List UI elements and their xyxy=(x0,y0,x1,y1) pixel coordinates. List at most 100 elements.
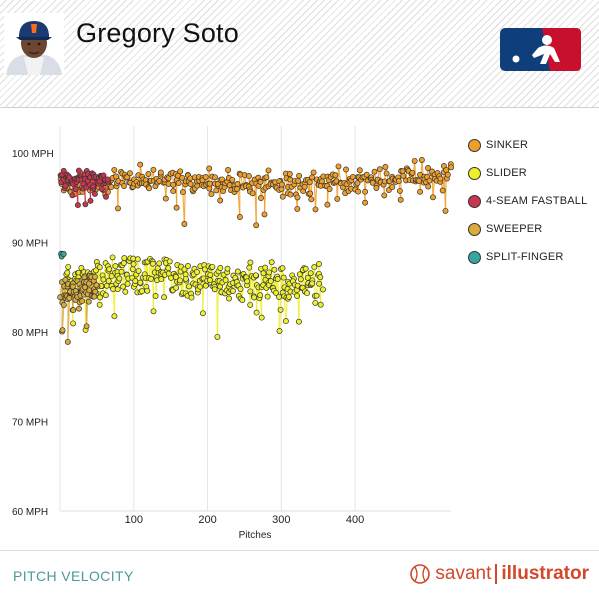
pitch-point xyxy=(145,171,152,177)
pitch-point xyxy=(295,318,302,325)
pitch-point xyxy=(273,289,279,296)
series-line-segment xyxy=(111,257,114,277)
legend-item-splitfinger[interactable]: SPLIT-FINGER xyxy=(468,243,587,271)
pitch-point xyxy=(66,295,73,302)
legend-label-slider: SLIDER xyxy=(486,167,527,179)
pitch-point xyxy=(60,251,67,257)
pitch-point xyxy=(209,263,216,270)
legend-item-fourseam[interactable]: 4-SEAM FASTBALL xyxy=(468,187,587,215)
pitch-point xyxy=(148,276,154,282)
pitch-point xyxy=(217,197,224,204)
pitch-point xyxy=(113,173,120,180)
pitch-point xyxy=(307,190,314,197)
pitch-point xyxy=(66,174,73,181)
legend-label-fourseam: 4-SEAM FASTBALL xyxy=(486,195,588,207)
pitch-point xyxy=(317,301,324,308)
pitch-point xyxy=(426,177,433,184)
pitch-point xyxy=(247,288,254,295)
pitch-point xyxy=(170,181,177,188)
x-tick-label: 200 xyxy=(198,514,216,526)
pitch-point xyxy=(307,270,314,277)
pitch-point xyxy=(129,266,136,273)
pitch-point xyxy=(265,167,272,174)
pitch-point xyxy=(249,190,256,197)
pitch-point xyxy=(161,294,168,301)
savant-illustrator-logo: savant illustrator xyxy=(410,563,589,585)
pitch-point xyxy=(312,206,319,213)
pitch-point xyxy=(60,302,67,308)
pitch-point xyxy=(96,301,103,308)
x-axis-ticks: 100 200 300 400 xyxy=(125,514,365,526)
pitch-point xyxy=(246,264,253,271)
pitch-point xyxy=(197,283,204,290)
pitch-point xyxy=(108,184,115,190)
pitch-point xyxy=(253,222,260,229)
pitch-point xyxy=(177,277,183,284)
pitch-point xyxy=(382,164,389,170)
pitch-point xyxy=(229,288,236,294)
pitch-point xyxy=(371,168,378,175)
pitch-point xyxy=(162,195,169,202)
y-tick-label: 70 MPH xyxy=(12,417,48,428)
legend-item-sinker[interactable]: SINKER xyxy=(468,131,587,159)
pitch-point xyxy=(295,177,302,184)
pitch-point xyxy=(62,182,69,189)
pitch-point xyxy=(217,265,224,271)
pitch-point xyxy=(179,174,186,181)
pitch-point xyxy=(70,307,77,314)
x-tick-label: 400 xyxy=(346,514,364,526)
pitch-point xyxy=(274,276,281,282)
pitch-point xyxy=(92,273,98,280)
pitch-point xyxy=(75,167,82,174)
brand-illustrator: illustrator xyxy=(501,563,589,584)
pitch-point xyxy=(126,170,133,177)
pitch-point xyxy=(211,286,218,293)
pitch-point xyxy=(317,274,324,281)
pitch-point xyxy=(334,195,341,202)
pitch-point xyxy=(122,288,129,295)
pitch-point xyxy=(343,166,349,173)
series-line-segment xyxy=(202,278,205,314)
pitch-point xyxy=(188,294,195,301)
pitch-point xyxy=(83,323,90,330)
pitch-point xyxy=(116,275,123,282)
pitch-point xyxy=(396,187,403,194)
player-avatar xyxy=(4,13,64,75)
pitch-point xyxy=(139,288,145,295)
legend-item-sweeper[interactable]: SWEEPER xyxy=(468,215,587,243)
legend-swatch-slider xyxy=(468,166,481,180)
pitch-point xyxy=(124,174,131,181)
pitch-point xyxy=(109,254,116,261)
pitch-point xyxy=(69,192,76,199)
x-axis-label: Pitches xyxy=(239,530,272,541)
pitch-point xyxy=(264,293,271,300)
header: Gregory Soto xyxy=(0,0,599,108)
pitch-point xyxy=(135,267,142,274)
pitch-point xyxy=(96,264,103,271)
pitch-point xyxy=(234,185,240,192)
y-tick-label: 60 MPH xyxy=(12,507,48,518)
series-fourseam xyxy=(57,167,112,209)
pitch-point xyxy=(105,278,112,284)
pitch-point xyxy=(102,292,109,299)
pitch-point xyxy=(417,188,424,195)
pitch-point xyxy=(266,269,273,276)
pitch-point xyxy=(279,193,286,200)
pitch-point xyxy=(326,186,333,192)
pitch-point xyxy=(258,195,264,201)
data-points xyxy=(57,157,455,345)
pitch-point xyxy=(301,183,308,190)
legend-swatch-sinker xyxy=(468,138,481,152)
pitch-point xyxy=(258,314,265,321)
pitch-point xyxy=(226,182,233,189)
pitch-point xyxy=(111,166,118,173)
pitch-point xyxy=(74,202,81,209)
pitch-point xyxy=(247,301,254,308)
pitch-point xyxy=(306,179,313,186)
pitch-point xyxy=(208,191,215,198)
pitch-point xyxy=(362,199,369,206)
pitch-point xyxy=(137,161,144,168)
pitch-point xyxy=(251,294,258,301)
pitch-point xyxy=(97,294,103,301)
legend-item-slider[interactable]: SLIDER xyxy=(468,159,587,187)
